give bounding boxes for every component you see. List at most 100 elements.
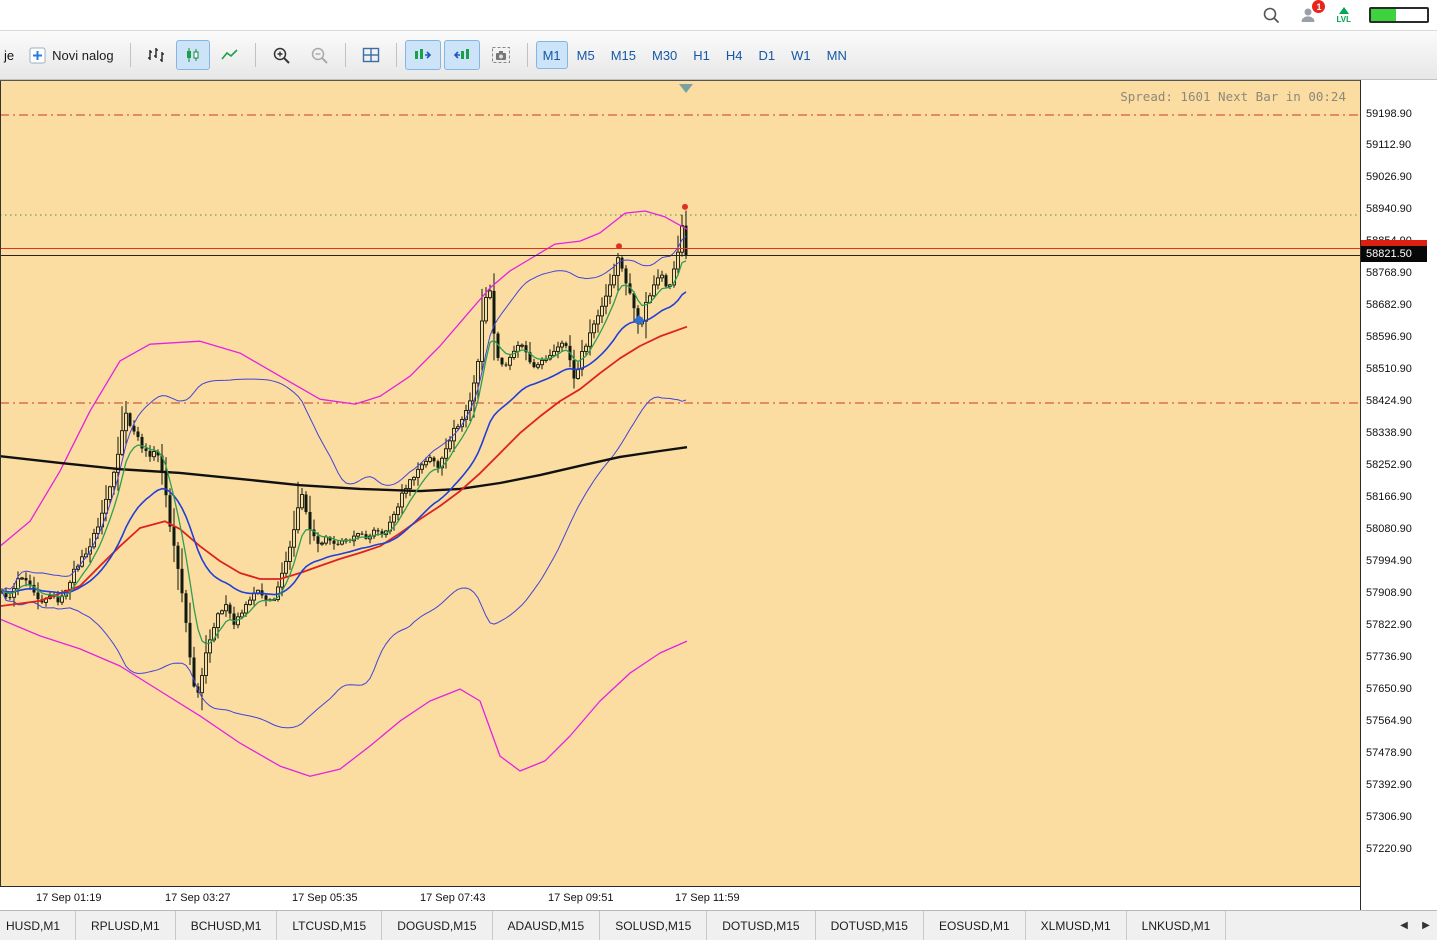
zoom-out-button[interactable] [302, 40, 337, 70]
candlestick-chart-button[interactable] [175, 40, 210, 70]
symbol-tab[interactable]: LTCUSD,M15 [277, 911, 383, 940]
toolbar-separator [526, 43, 528, 67]
price-tick-label: 57994.90 [1366, 555, 1412, 568]
price-tick-label: 57220.90 [1366, 843, 1412, 856]
tile-windows-icon [362, 47, 379, 63]
price-tick-label: 57736.90 [1366, 651, 1412, 664]
symbol-tab[interactable]: LNKUSD,M1 [1127, 911, 1227, 940]
timeframe-W1[interactable]: W1 [791, 47, 811, 63]
price-tick-label: 58166.90 [1366, 491, 1412, 504]
line-chart-icon [220, 49, 238, 60]
chart-canvas[interactable] [0, 81, 1360, 886]
symbol-tab[interactable]: HUSD,M1 [0, 911, 77, 940]
price-tick-label: 59198.90 [1366, 107, 1412, 120]
symbol-tab[interactable]: DOTUSD,M15 [707, 911, 816, 940]
timeframe-D1[interactable]: D1 [758, 47, 776, 63]
auto-scroll-icon [414, 49, 431, 59]
toolbar-separator [344, 43, 346, 67]
price-tick-label: 57306.90 [1366, 811, 1412, 824]
symbol-tab[interactable]: BCHUSD,M1 [176, 911, 278, 940]
lvl-label: LVL [1336, 14, 1351, 24]
new-order-label: Novi nalog [52, 47, 114, 63]
chart-shift-button[interactable] [443, 40, 480, 70]
notification-count-badge: 1 [1312, 0, 1326, 13]
price-tick-label: 59112.90 [1366, 139, 1412, 152]
clipped-menu-label: je [4, 47, 15, 63]
battery-indicator [1369, 7, 1429, 23]
time-tick-label: 17 Sep 09:51 [548, 892, 614, 904]
zoom-in-button[interactable] [264, 40, 299, 70]
tab-scroll: ◀ ▶ [1393, 911, 1437, 940]
timeframe-group: M1 M5 M15 M30 H1 H4 D1 W1 MN [535, 41, 854, 69]
price-tick-label: 57650.90 [1366, 683, 1412, 696]
price-tick-label: 58424.90 [1366, 395, 1412, 408]
price-tick-label: 57478.90 [1366, 747, 1412, 760]
symbol-tab[interactable]: DOTUSD,M15 [816, 911, 924, 940]
new-order-button[interactable]: Novi nalog [21, 40, 121, 70]
time-tick-label: 17 Sep 01:19 [36, 892, 102, 904]
time-tick-label: 17 Sep 05:35 [292, 892, 358, 904]
notifications-icon[interactable]: 1 [1298, 0, 1326, 25]
price-tick-label: 57392.90 [1366, 779, 1412, 792]
toolbar-separator [129, 43, 131, 67]
price-tick-label: 58510.90 [1366, 363, 1412, 376]
price-tick-label: 58940.90 [1366, 203, 1412, 216]
timeframe-H4[interactable]: H4 [725, 47, 743, 63]
scroll-right-icon[interactable]: ▶ [1422, 920, 1430, 931]
camera-icon [491, 47, 510, 63]
price-tick-label: 57822.90 [1366, 619, 1412, 632]
toolbar-separator [395, 43, 397, 67]
candlestick-chart-icon [186, 48, 199, 62]
price-tick-label: 57908.90 [1366, 587, 1412, 600]
chart-row: Spread: 1601 Next Bar in 00:24 17 Sep 01… [0, 80, 1437, 910]
price-axis[interactable]: 59198.9059112.9059026.9058940.9058854.90… [1360, 80, 1437, 910]
timeframe-M30[interactable]: M30 [651, 47, 678, 63]
symbol-tab[interactable]: SOLUSD,M15 [600, 911, 708, 940]
price-tick-label: 58080.90 [1366, 523, 1412, 536]
time-axis[interactable]: 17 Sep 01:19 17 Sep 03:27 17 Sep 05:35 17 S… [0, 886, 1360, 910]
price-tick-label: 58768.90 [1366, 267, 1412, 280]
time-tick-label: 17 Sep 11:59 [675, 892, 740, 904]
spread-label: Spread: 1601 Next Bar in 00:24 [1120, 89, 1346, 104]
lvl-up-arrow-icon [1338, 6, 1349, 14]
timeframe-MN[interactable]: MN [826, 47, 847, 63]
lvl-indicator: LVL [1336, 6, 1351, 24]
symbol-tab[interactable]: XLMUSD,M1 [1026, 911, 1127, 940]
timeframe-M5[interactable]: M5 [576, 47, 595, 63]
battery-fill [1371, 9, 1397, 21]
scroll-left-icon[interactable]: ◀ [1400, 920, 1408, 931]
time-tick-label: 17 Sep 07:43 [420, 892, 486, 904]
bid-price-badge: 58821.50 [1361, 246, 1427, 263]
zoom-out-icon [311, 47, 328, 64]
symbol-tab[interactable]: EOSUSD,M1 [924, 911, 1026, 940]
chart-shift-icon [453, 49, 469, 59]
time-tick-label: 17 Sep 03:27 [165, 892, 231, 904]
chart-area[interactable]: Spread: 1601 Next Bar in 00:24 17 Sep 01… [0, 80, 1360, 910]
toolbar-separator [254, 43, 256, 67]
new-order-icon [29, 47, 46, 63]
bar-chart-icon [147, 48, 164, 62]
zoom-in-icon [273, 47, 290, 64]
tile-windows-button[interactable] [354, 40, 388, 70]
symbol-tab[interactable]: ADAUSD,M15 [493, 911, 601, 940]
price-tick-label: 58596.90 [1366, 331, 1412, 344]
price-tick-label: 58338.90 [1366, 427, 1412, 440]
price-tick-label: 59026.90 [1366, 171, 1412, 184]
timeframe-M1[interactable]: M1 [535, 41, 568, 69]
tabbar: HUSD,M1 RPLUSD,M1 BCHUSD,M1 LTCUSD,M15 DOGUS… [0, 910, 1437, 940]
titlebar: 1 LVL [0, 0, 1437, 30]
price-tick-label: 58682.90 [1366, 299, 1412, 312]
search-icon[interactable] [1262, 6, 1280, 24]
price-tick-label: 57564.90 [1366, 715, 1412, 728]
toolbar: je Novi nalog M1 M5 M15 M30 H1 H4 D1 W1 MN [0, 30, 1437, 80]
symbol-tab[interactable]: RPLUSD,M1 [76, 911, 176, 940]
line-chart-button[interactable] [213, 40, 247, 70]
timeframe-H1[interactable]: H1 [693, 47, 710, 63]
timeframe-M15[interactable]: M15 [610, 47, 636, 63]
symbol-tab[interactable]: DOGUSD,M15 [382, 911, 493, 940]
auto-scroll-button[interactable] [404, 40, 441, 70]
bar-chart-button[interactable] [139, 40, 173, 70]
symbol-tabs: HUSD,M1 RPLUSD,M1 BCHUSD,M1 LTCUSD,M15 DOGUS… [0, 911, 1227, 940]
screenshot-button[interactable] [483, 40, 519, 70]
price-tick-label: 58252.90 [1366, 459, 1412, 472]
